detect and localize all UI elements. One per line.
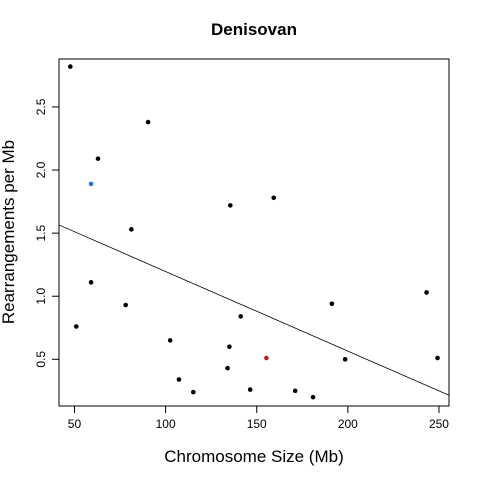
y-axis-label: Rearrangements per Mb (0, 140, 18, 324)
x-tick-label: 250 (429, 417, 449, 431)
data-point (424, 290, 429, 295)
y-tick-label: 2.0 (34, 161, 48, 178)
y-tick-label: 1.5 (34, 224, 48, 241)
data-point (167, 338, 173, 343)
data-point (435, 355, 440, 361)
data-point (342, 357, 348, 362)
data-points (67, 64, 440, 400)
y-axis: 0.5 1.0 1.5 2.0 2.5 (34, 98, 60, 368)
regression-line-group (58, 224, 450, 396)
data-point (292, 388, 298, 394)
y-tick-label: 2.5 (34, 98, 48, 115)
x-tick-label: 50 (68, 417, 82, 431)
data-point (247, 387, 253, 392)
data-point (67, 64, 73, 69)
x-axis: 50 100 150 200 250 (68, 405, 449, 431)
y-tick-label: 1.0 (34, 288, 48, 305)
x-tick-label: 200 (338, 417, 358, 431)
plot-frame (58, 58, 450, 407)
data-point (264, 355, 269, 361)
data-point (225, 365, 230, 371)
data-point (129, 227, 134, 232)
x-axis-label: Chromosome Size (Mb) (164, 447, 344, 466)
data-point (227, 344, 232, 349)
x-tick-label: 150 (247, 417, 267, 431)
data-point (123, 302, 129, 308)
data-point (145, 119, 151, 125)
data-point (228, 203, 233, 208)
data-point (329, 301, 335, 307)
data-point (176, 377, 182, 382)
data-point (271, 195, 276, 201)
y-tick-label: 0.5 (34, 351, 48, 368)
data-point (310, 394, 316, 400)
data-point (74, 324, 79, 329)
data-point (88, 280, 94, 285)
chart-title: Denisovan (211, 20, 297, 39)
data-point (238, 314, 243, 319)
x-tick-label: 100 (156, 417, 176, 431)
data-point (88, 181, 94, 187)
regression-line (58, 224, 450, 396)
data-point (191, 389, 196, 395)
data-point (95, 156, 101, 161)
